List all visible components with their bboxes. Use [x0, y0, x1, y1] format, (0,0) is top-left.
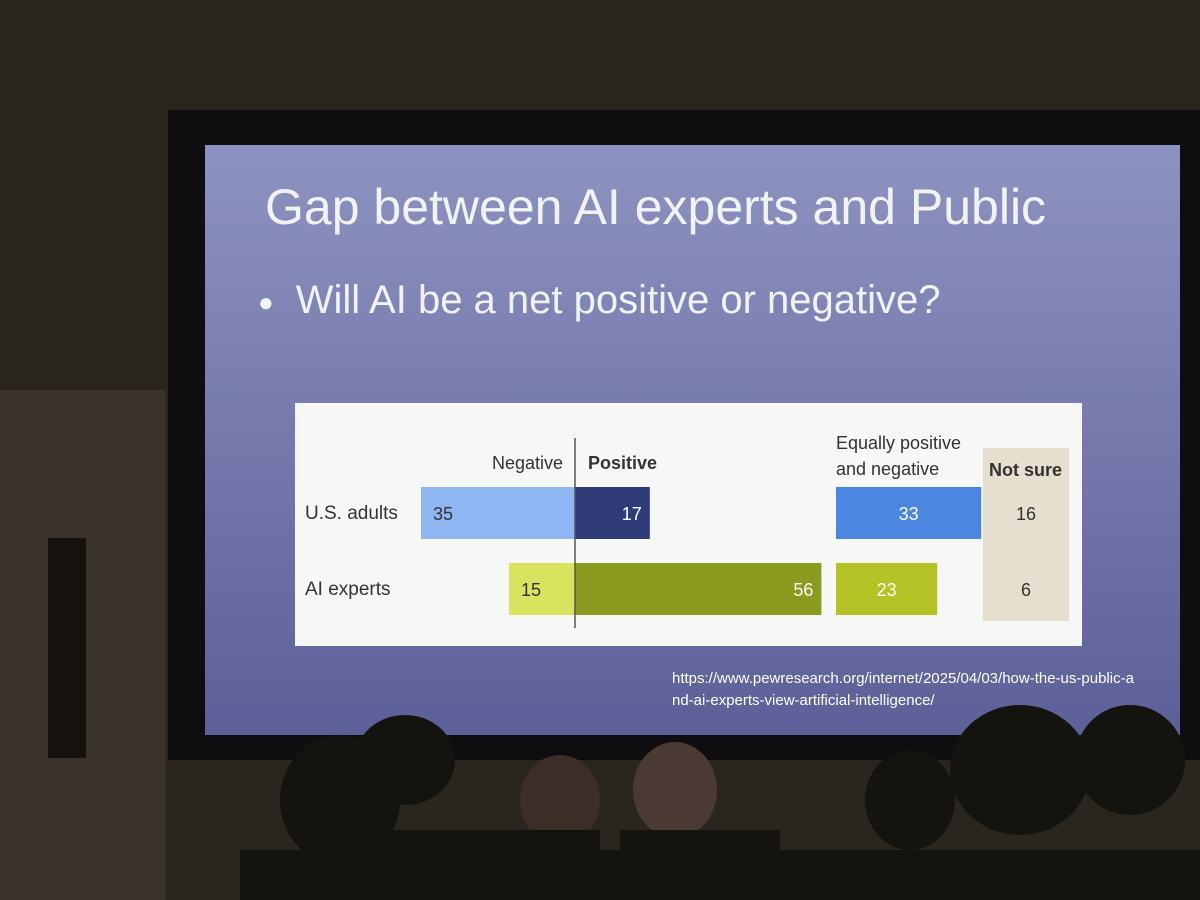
- value-label: 23: [877, 580, 897, 600]
- bar: [509, 563, 575, 615]
- value-label: 33: [899, 504, 919, 524]
- column-header: Positive: [588, 453, 657, 473]
- value-label: 56: [793, 580, 813, 600]
- column-header: Not sure: [988, 460, 1062, 480]
- head: [355, 715, 455, 805]
- column-header: Equally positive and negative: [836, 433, 962, 479]
- head: [1075, 705, 1185, 815]
- shoulders: [300, 830, 600, 900]
- head: [865, 750, 955, 850]
- audience: [240, 705, 1200, 900]
- head: [950, 705, 1090, 835]
- speaker: [48, 538, 86, 758]
- row-label: AI experts: [305, 579, 391, 600]
- column-header: Negative: [492, 453, 563, 473]
- value-label: 6: [1021, 580, 1031, 600]
- bar: [575, 487, 650, 539]
- not-sure-bg: [983, 448, 1069, 621]
- value-label: 17: [622, 504, 642, 524]
- bar: [575, 563, 822, 615]
- row-label: U.S. adults: [305, 503, 398, 524]
- head: [633, 742, 717, 838]
- shoulders: [620, 830, 780, 900]
- value-label: 15: [521, 580, 541, 600]
- bar: [836, 563, 938, 615]
- bar: [421, 487, 575, 539]
- slide-title: Gap between AI experts and Public: [265, 179, 1047, 235]
- value-label: 35: [433, 504, 453, 524]
- bar: [836, 487, 982, 539]
- subtitle: Will AI be a net positive or negative?: [295, 278, 941, 322]
- source-url: https://www.pewresearch.org/internet/202…: [672, 670, 1134, 709]
- chart-panel: Negative Positive U.S. adults 35 17 33 16 AI ex…: [295, 403, 1082, 646]
- slide-bullet: ● Will AI be a net positive or negative?: [258, 278, 941, 322]
- value-label: 16: [1016, 504, 1036, 524]
- head: [520, 755, 600, 845]
